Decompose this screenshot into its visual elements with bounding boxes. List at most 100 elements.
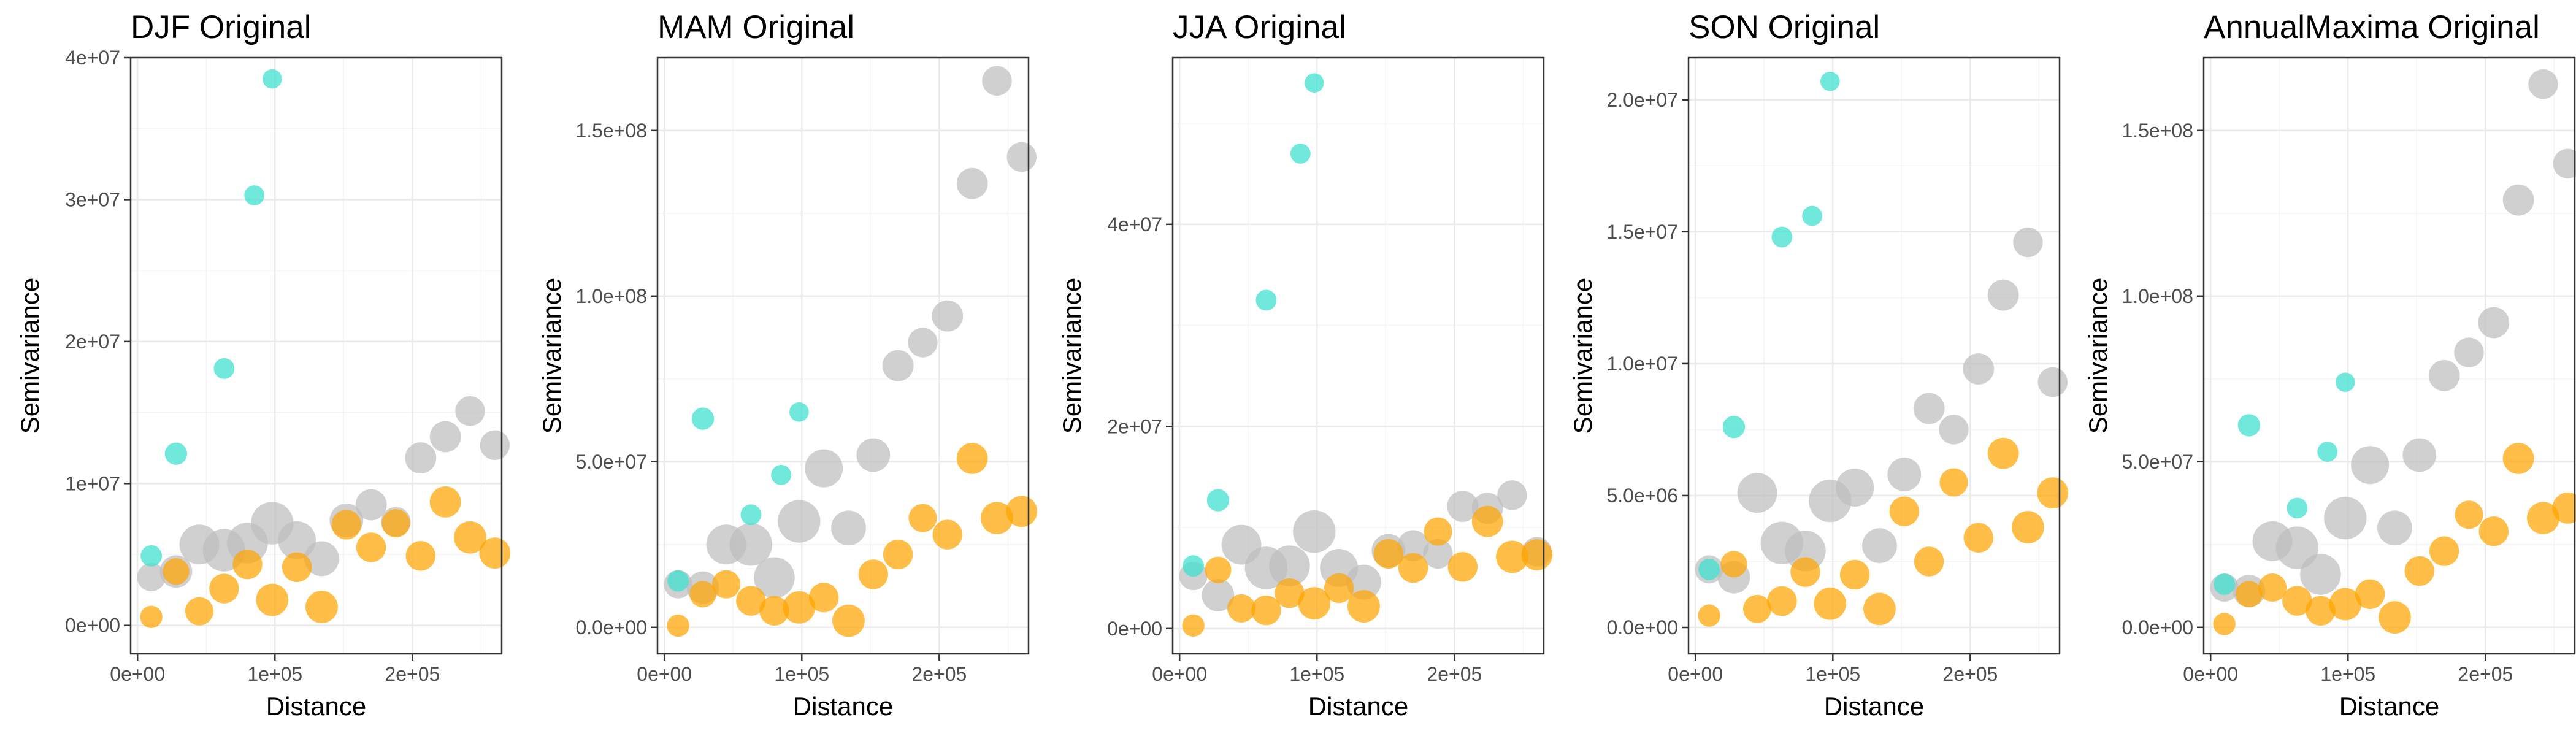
y-tick-label: 0e+00 [65, 615, 120, 637]
panel-border [1171, 56, 1545, 655]
y-axis-title: Semivariance [537, 278, 566, 434]
orange-point [908, 504, 937, 532]
cyan-point [1290, 144, 1311, 164]
orange-point [1963, 523, 1993, 553]
orange-point [2552, 493, 2576, 524]
orange-point [1839, 559, 1870, 590]
cyan-point [1183, 555, 1205, 577]
orange-point [1939, 468, 1968, 497]
x-axis-title: Distance [2339, 692, 2439, 721]
y-tick-label: 1.0e+08 [2122, 285, 2193, 307]
gray-point [1987, 279, 2019, 311]
orange-point [981, 502, 1013, 534]
cyan-point [1722, 415, 1746, 439]
orange-point [832, 604, 865, 637]
cyan-point [691, 407, 715, 430]
cyan-point [1206, 489, 1230, 512]
orange-point [185, 597, 214, 626]
gray-point [2013, 227, 2043, 258]
y-tick-label: 0.0e+00 [575, 616, 647, 638]
y-tick-label: 5.0e+06 [1606, 485, 1678, 507]
panel-title: JJA Original [1173, 9, 1346, 45]
gray-point [882, 350, 914, 381]
orange-point [1863, 592, 1896, 626]
cyan-point [1820, 71, 1840, 91]
gray-point [856, 438, 891, 472]
gray-point [355, 489, 387, 521]
x-tick-label: 1e+05 [1289, 663, 1344, 685]
orange-point [712, 570, 741, 599]
cyan-point [1771, 226, 1793, 248]
cyan-point [2214, 573, 2236, 595]
cyan-point [667, 570, 689, 592]
orange-point [858, 559, 888, 589]
x-axis-title: Distance [1824, 692, 1924, 721]
panel-border [656, 56, 1030, 655]
orange-point [1424, 517, 1452, 546]
y-axis-title: Semivariance [1568, 278, 1597, 434]
cyan-point [244, 185, 265, 205]
orange-point [1496, 540, 1528, 573]
y-tick-label: 4e+07 [1107, 213, 1162, 236]
y-axis-title: Semivariance [1057, 278, 1086, 434]
gray-point [1269, 545, 1310, 586]
orange-point [1447, 552, 1478, 582]
plot-area-background [657, 58, 1029, 654]
x-tick-label: 2e+05 [911, 663, 967, 685]
panel-title: MAM Original [657, 9, 854, 45]
gray-point [2377, 510, 2412, 546]
gray-point [1397, 530, 1429, 562]
orange-point [1275, 578, 1305, 608]
gray-point [1737, 473, 1777, 513]
orange-point [1720, 551, 1747, 578]
gray-point [2324, 496, 2367, 540]
orange-point [2282, 586, 2312, 616]
gray-point [1346, 564, 1381, 600]
gray-point [2300, 554, 2341, 595]
orange-point [2355, 579, 2385, 609]
gray-point [1913, 393, 1945, 424]
panel-title: AnnualMaxima Original [2204, 9, 2540, 45]
orange-point [808, 583, 839, 613]
gray-point [956, 167, 988, 199]
gray-point [831, 510, 866, 546]
gray-point [304, 541, 339, 577]
orange-point [405, 541, 435, 571]
panel-5: 0e+00 1e+05 2e+05 0.0e+00 5.0e+07 1.0e+08 1.5e… [2083, 9, 2576, 721]
orange-point [305, 591, 338, 624]
orange-point [1006, 496, 1038, 527]
orange-point [140, 605, 163, 629]
orange-point [356, 532, 386, 562]
orange-point [1790, 557, 1820, 587]
gray-point [1293, 510, 1336, 553]
orange-point [1698, 604, 1720, 627]
cyan-point [1255, 289, 1277, 311]
orange-point [2404, 556, 2434, 586]
y-tick-label: 2e+07 [65, 331, 120, 353]
orange-point [1398, 553, 1428, 583]
gray-point [278, 521, 316, 559]
orange-point [479, 537, 511, 569]
chart-panels: 0e+00 1e+05 2e+05 0e+00 1e+07 2e+07 3e+07 4e+07… [15, 9, 2576, 721]
orange-point [1182, 614, 1205, 637]
cyan-point [262, 69, 282, 89]
orange-point [2213, 613, 2236, 635]
orange-point [883, 539, 913, 570]
y-tick-label: 5.0e+07 [2122, 451, 2193, 473]
cyan-point [2317, 442, 2338, 462]
panel-title: SON Original [1689, 9, 1880, 45]
gray-point [932, 300, 964, 332]
cyan-point [213, 358, 235, 379]
x-axis-title: Distance [793, 692, 893, 721]
gray-point [1423, 539, 1453, 569]
y-tick-label: 1.0e+07 [1606, 353, 1678, 375]
orange-point [429, 486, 461, 518]
cyan-point [2237, 414, 2261, 437]
x-tick-label: 0e+00 [637, 663, 692, 685]
orange-point [232, 550, 263, 580]
orange-point [1298, 587, 1331, 620]
plot-area-background [2204, 58, 2575, 654]
panel-border [1687, 56, 2061, 655]
y-tick-label: 1.5e+08 [575, 120, 647, 142]
gray-point [429, 421, 461, 453]
